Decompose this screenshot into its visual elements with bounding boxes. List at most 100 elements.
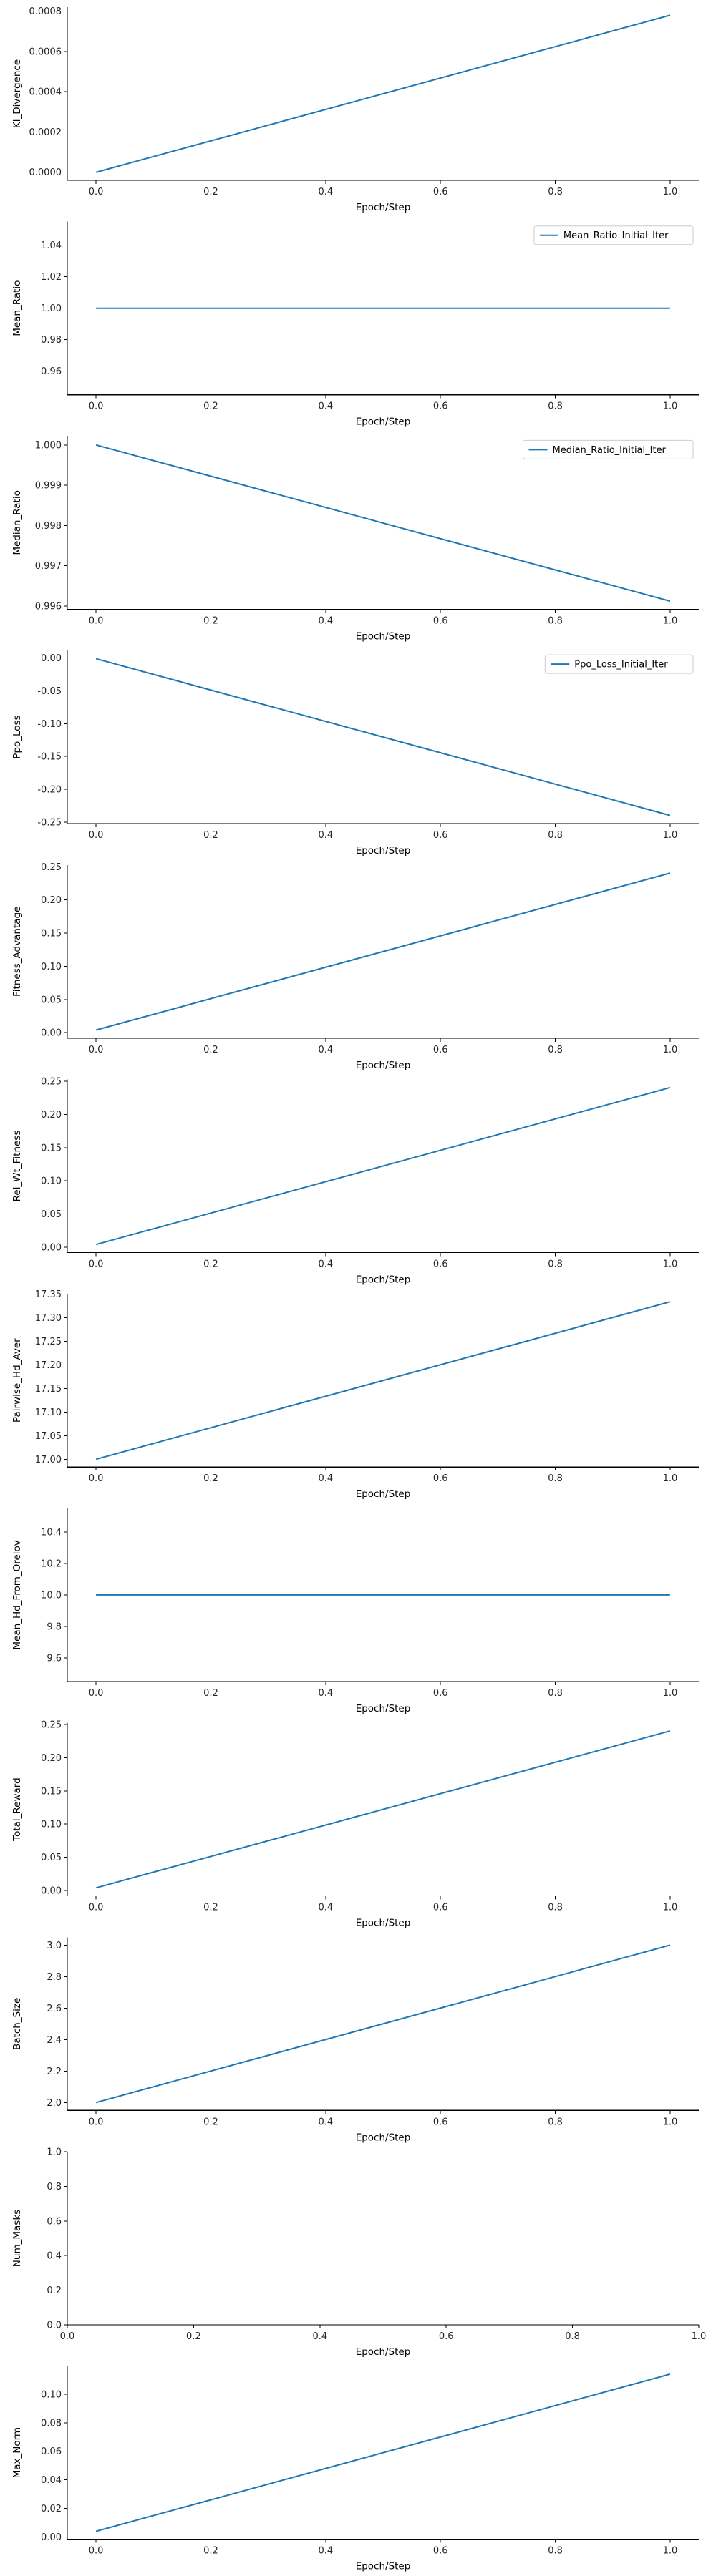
legend: Mean_Ratio_Initial_Iter	[533, 225, 694, 245]
x-tick-label: 0.6	[433, 2546, 448, 2557]
y-tick-label: 0.08	[41, 2418, 62, 2429]
series-line	[95, 1086, 671, 1246]
x-axis-label: Epoch/Step	[356, 2346, 411, 2358]
subplot-8: 0.0 0.2 0.4 0.6 0.8 1.0 9.6 9.8 10.0 10.2 10.4 Epoc…	[11, 1508, 699, 1714]
x-axis-label: Epoch/Step	[356, 1060, 411, 1071]
y-tick-label: 0.20	[41, 1110, 62, 1121]
x-tick-label: 0.8	[548, 187, 563, 197]
x-tick-label: 0.6	[433, 2117, 448, 2127]
y-tick-label: 0.2	[47, 2285, 62, 2296]
y-tick-label: 0.8	[47, 2182, 62, 2192]
y-axis-label: Total_Reward	[11, 1777, 23, 1842]
x-axis-label: Epoch/Step	[356, 2561, 411, 2572]
x-tick-label: 0.2	[203, 615, 218, 626]
y-tick-label: 0.6	[47, 2216, 62, 2227]
x-tick-label: 0.4	[318, 2546, 333, 2557]
x-tick-label: 0.2	[203, 1259, 218, 1270]
x-axis-label: Epoch/Step	[356, 1488, 411, 1500]
x-tick-label: 1.0	[663, 1045, 678, 1055]
x-tick-label: 0.0	[89, 615, 104, 626]
y-tick-label: 0.15	[41, 1143, 62, 1153]
y-tick-label: 0.25	[41, 1720, 62, 1731]
x-tick-label: 0.2	[203, 401, 218, 412]
x-tick-label: 1.0	[663, 615, 678, 626]
x-tick-label: 0.4	[318, 615, 333, 626]
x-tick-label: 0.2	[186, 2331, 201, 2342]
series-line	[95, 658, 671, 816]
y-tick-label: 0.05	[41, 1209, 62, 1220]
y-tick-label: 3.0	[47, 1941, 62, 1951]
x-tick-label: 1.0	[663, 2546, 678, 2557]
legend: Median_Ratio_Initial_Iter	[523, 439, 694, 459]
y-tick-label: 0.0002	[29, 127, 62, 138]
subplot-4: 0.0 0.2 0.4 0.6 0.8 1.0 0.00 -0.05 -0.10 -0.15 -0.…	[11, 650, 699, 857]
y-tick-label: 0.0004	[29, 87, 62, 98]
y-tick-label: 0.00	[41, 2532, 62, 2543]
y-tick-label: 9.8	[47, 1621, 62, 1632]
x-tick-label: 0.2	[203, 1903, 218, 1913]
y-tick-label: 0.00	[41, 653, 62, 664]
y-axis-label: Num_Masks	[11, 2210, 23, 2267]
y-tick-label: 2.4	[47, 2035, 62, 2046]
x-tick-label: 0.2	[203, 1473, 218, 1484]
y-tick-label: 17.05	[35, 1431, 62, 1442]
legend: Ppo_Loss_Initial_Iter	[544, 654, 694, 674]
y-tick-label: 17.30	[35, 1313, 62, 1324]
y-tick-label: 0.996	[35, 601, 62, 612]
y-tick-label: 17.20	[35, 1360, 62, 1371]
y-tick-label: 10.4	[41, 1527, 62, 1538]
x-tick-label: 1.0	[692, 2331, 707, 2342]
legend-label: Ppo_Loss_Initial_Iter	[574, 660, 668, 670]
subplot-5: 0.0 0.2 0.4 0.6 0.8 1.0 0.00 0.05 0.10 0.15 0.20 0.…	[11, 862, 699, 1071]
y-axis-label: Kl_Divergence	[11, 59, 23, 128]
y-axis-label: Max_Norm	[11, 2427, 23, 2478]
y-tick-label: 17.35	[35, 1289, 62, 1300]
y-tick-label: 0.0	[47, 2321, 62, 2331]
y-tick-label: 2.0	[47, 2098, 62, 2109]
x-tick-label: 0.8	[548, 1045, 563, 1055]
series-line	[95, 14, 671, 173]
x-axis-label: Epoch/Step	[356, 416, 411, 428]
y-tick-label: 0.00	[41, 1242, 62, 1253]
y-axis-label: Batch_Size	[11, 1998, 23, 2050]
legend-label: Median_Ratio_Initial_Iter	[553, 445, 667, 456]
subplot-1: 0.0 0.2 0.4 0.6 0.8 1.0 0.0000 0.0002 0.0004 0.00…	[11, 6, 699, 213]
x-tick-label: 0.2	[203, 2546, 218, 2557]
y-axis-label: Pairwise_Hd_Aver	[11, 1338, 23, 1423]
legend-box	[544, 654, 694, 674]
x-tick-label: 0.8	[548, 1259, 563, 1270]
y-tick-label: -0.05	[37, 686, 62, 697]
y-tick-label: 0.25	[41, 1077, 62, 1088]
y-tick-label: 10.2	[41, 1558, 62, 1569]
y-tick-label: 0.00	[41, 1885, 62, 1896]
x-tick-label: 0.8	[548, 1903, 563, 1913]
x-tick-label: 0.8	[548, 1473, 563, 1484]
x-tick-label: 1.0	[663, 1688, 678, 1699]
y-tick-label: 0.20	[41, 1753, 62, 1764]
x-tick-label: 0.4	[312, 2331, 327, 2342]
x-tick-label: 1.0	[663, 187, 678, 197]
x-tick-label: 1.0	[663, 1473, 678, 1484]
y-tick-label: 2.6	[47, 2004, 62, 2014]
y-tick-label: 0.25	[41, 862, 62, 873]
x-tick-label: 1.0	[663, 2117, 678, 2127]
y-tick-label: 0.15	[41, 929, 62, 940]
x-tick-label: 0.4	[318, 401, 333, 412]
x-axis-label: Epoch/Step	[356, 845, 411, 857]
x-tick-label: 0.6	[433, 187, 448, 197]
y-tick-label: 0.15	[41, 1786, 62, 1797]
x-tick-label: 0.0	[89, 1473, 104, 1484]
x-tick-label: 1.0	[663, 1903, 678, 1913]
x-tick-label: 0.6	[433, 830, 448, 841]
subplot-6: 0.0 0.2 0.4 0.6 0.8 1.0 0.00 0.05 0.10 0.15 0.20 0.…	[11, 1077, 699, 1286]
x-axis-label: Epoch/Step	[356, 2132, 411, 2143]
subplot-10: 0.0 0.2 0.4 0.6 0.8 1.0 2.0 2.2 2.4 2.6 2.8 3.0 Epoc…	[11, 1937, 699, 2143]
subplot-12: 0.0 0.2 0.4 0.6 0.8 1.0 0.00 0.02 0.04 0.06 0.08 0.…	[11, 2366, 699, 2572]
y-tick-label: 17.15	[35, 1384, 62, 1395]
x-tick-label: 0.2	[203, 830, 218, 841]
y-axis-label: Mean_Ratio	[11, 280, 23, 336]
y-tick-label: 2.8	[47, 1972, 62, 1983]
x-axis-label: Epoch/Step	[356, 1703, 411, 1714]
y-axis-label: Rel_Wt_Fitness	[11, 1131, 23, 1202]
x-tick-label: 0.0	[89, 1688, 104, 1699]
